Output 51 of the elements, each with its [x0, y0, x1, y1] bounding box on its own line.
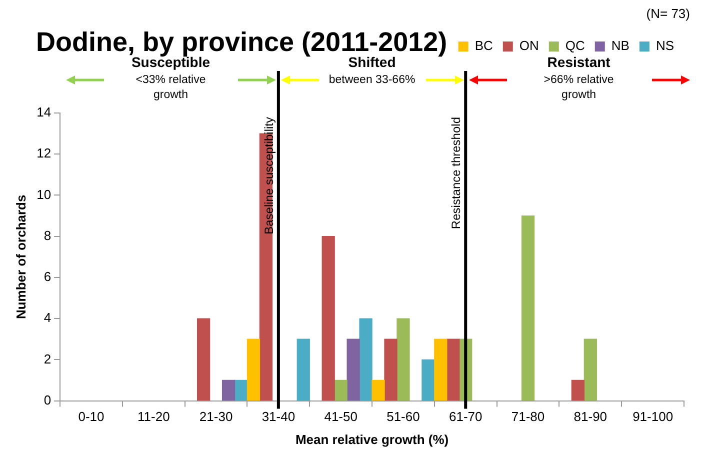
- bar: [222, 380, 236, 401]
- bar: [359, 318, 372, 401]
- text: >66% relative growth: [544, 74, 614, 102]
- x-tick-label: 71-80: [511, 409, 545, 424]
- y-tick-label: 12: [36, 146, 52, 161]
- legend-label: BC: [474, 38, 493, 54]
- y-axis-title: Number of orchards: [13, 194, 28, 320]
- y-tick-label: 6: [44, 269, 52, 284]
- y-tick-label: 8: [44, 228, 52, 243]
- bar: [346, 338, 360, 401]
- x-tick-label: 81-90: [574, 409, 608, 424]
- x-axis-title: Mean relative growth (%): [295, 432, 449, 447]
- text: Shifted: [348, 54, 396, 70]
- x-tick-label: 91-100: [632, 409, 674, 424]
- bar: [296, 338, 310, 401]
- text: Resistant: [547, 54, 611, 70]
- legend-label: QC: [565, 38, 585, 54]
- bar: [384, 338, 398, 401]
- y-tick-label: 2: [44, 351, 52, 366]
- y-tick-label: 0: [44, 392, 52, 408]
- legend-label: NB: [611, 38, 630, 54]
- x-tick-label: 0-10: [78, 409, 104, 424]
- bar: [196, 318, 210, 401]
- legend-label: NS: [656, 38, 674, 54]
- bar: [434, 338, 448, 401]
- bar: [584, 338, 597, 401]
- legend-label: ON: [519, 38, 539, 54]
- bar: [521, 215, 535, 401]
- text: <33% relative growth: [136, 74, 206, 102]
- x-tick-label: 51-60: [386, 409, 420, 424]
- x-tick-label: 11-20: [138, 409, 170, 424]
- ref-line-label: Baseline susceptibility: [262, 117, 276, 234]
- ref-line-label: Resistance threshold: [448, 117, 463, 230]
- bar: [396, 318, 410, 401]
- y-tick-label: 14: [36, 104, 52, 120]
- y-tick-label: 4: [44, 310, 52, 326]
- bar: [372, 380, 385, 401]
- x-tick-label: 61-70: [448, 409, 482, 424]
- bar: [422, 359, 435, 401]
- y-tick-label: 10: [36, 186, 52, 202]
- bar: [334, 380, 348, 401]
- text: between 33-66%: [328, 74, 416, 86]
- x-tick-label: 21-30: [199, 409, 233, 424]
- bar: [446, 338, 460, 401]
- x-tick-label: 41-50: [324, 409, 358, 424]
- bar: [234, 380, 248, 401]
- x-tick-label: 31-40: [262, 409, 296, 424]
- bar: [246, 338, 260, 401]
- bar: [571, 380, 584, 401]
- text: (N= 73): [646, 6, 690, 21]
- bar: [322, 236, 335, 401]
